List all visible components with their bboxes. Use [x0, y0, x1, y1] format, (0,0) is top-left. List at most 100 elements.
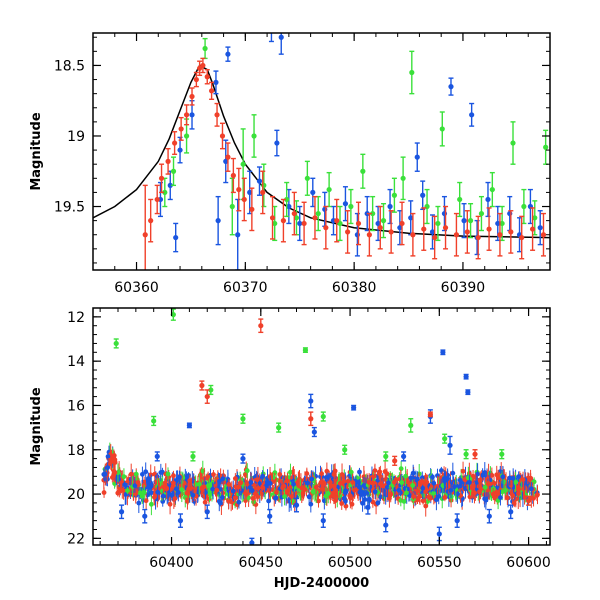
- band-point: [220, 476, 226, 482]
- band-point: [380, 483, 386, 489]
- data-point: [435, 220, 441, 227]
- data-point: [118, 509, 125, 515]
- data-point: [399, 220, 405, 227]
- band-point: [345, 478, 351, 484]
- data-point: [469, 112, 475, 118]
- band-point: [230, 488, 236, 494]
- band-point: [235, 484, 241, 490]
- data-point: [392, 458, 398, 464]
- band-point: [260, 473, 266, 479]
- band-point: [513, 479, 518, 485]
- data-point: [158, 175, 165, 181]
- data-point: [267, 513, 273, 519]
- y-tick-label: 12: [67, 310, 85, 326]
- data-point: [508, 509, 514, 515]
- data-point: [432, 234, 438, 241]
- data-point: [167, 182, 173, 188]
- y-tick-label: 19: [67, 129, 85, 145]
- data-point: [354, 232, 361, 238]
- band-point: [133, 489, 139, 494]
- band-point: [399, 480, 405, 485]
- data-point: [323, 225, 329, 231]
- band-point: [486, 481, 492, 487]
- band-point: [455, 491, 460, 497]
- band-point: [398, 466, 404, 472]
- data-point: [497, 232, 503, 238]
- band-point: [139, 493, 145, 499]
- band-point: [146, 476, 151, 481]
- data-point: [414, 154, 420, 160]
- band-point: [102, 471, 108, 477]
- band-point: [291, 481, 296, 487]
- data-point: [236, 186, 242, 193]
- data-point: [441, 210, 448, 217]
- data-point: [308, 398, 314, 404]
- data-point: [543, 144, 549, 150]
- band-point: [375, 500, 381, 506]
- band-point: [103, 477, 109, 483]
- band-point: [125, 488, 130, 494]
- data-point: [457, 196, 463, 203]
- band-point: [491, 480, 497, 486]
- data-point: [229, 203, 235, 210]
- data-point: [475, 234, 481, 241]
- data-point: [315, 210, 321, 217]
- data-point: [193, 76, 199, 83]
- band-point: [304, 471, 310, 476]
- data-point: [251, 133, 257, 139]
- band-point: [190, 492, 196, 498]
- band-point: [410, 470, 416, 476]
- band-point: [384, 471, 390, 477]
- band-point: [132, 483, 138, 489]
- data-point: [467, 218, 474, 224]
- band-point: [467, 480, 472, 485]
- data-point: [345, 229, 351, 235]
- data-point: [464, 229, 470, 235]
- band-point: [285, 478, 290, 484]
- data-point: [510, 140, 516, 146]
- data-point: [442, 225, 449, 231]
- band-point: [243, 472, 248, 478]
- data-point: [293, 215, 300, 221]
- data-point: [310, 189, 316, 196]
- band-point: [339, 501, 345, 506]
- band-point: [372, 489, 378, 495]
- band-point: [331, 472, 337, 478]
- data-point: [230, 172, 236, 179]
- band-point: [133, 471, 139, 477]
- data-point: [256, 178, 263, 184]
- data-point: [387, 203, 393, 210]
- data-point: [293, 502, 300, 508]
- data-point: [383, 453, 389, 460]
- series-0: [118, 349, 514, 545]
- band-point: [197, 472, 203, 478]
- data-point: [355, 220, 362, 227]
- band-point: [452, 484, 457, 490]
- data-point: [261, 182, 267, 188]
- bottom-panel: 60400 60450 60500 60550 60600 12 14 16 18 20 22 Ma…: [29, 307, 551, 591]
- band-point: [431, 480, 437, 486]
- bottom-y-axis-label: Magnitude: [29, 387, 44, 466]
- band-point: [109, 475, 115, 480]
- band-point: [309, 476, 315, 482]
- band-point: [255, 485, 261, 491]
- band-point: [167, 501, 173, 507]
- y-tick-label: 19.5: [54, 200, 85, 216]
- data-point: [151, 418, 157, 424]
- top-y-axis-label: Magnitude: [29, 112, 44, 191]
- data-point: [478, 210, 485, 217]
- band-point: [424, 479, 430, 485]
- data-point: [142, 232, 148, 238]
- band-point: [174, 486, 179, 492]
- band-point: [250, 495, 256, 501]
- band-point: [500, 474, 506, 480]
- band-point: [331, 483, 337, 489]
- band-point: [226, 481, 232, 487]
- band-point: [420, 485, 426, 491]
- band-point: [510, 475, 516, 481]
- series-2: [142, 57, 547, 270]
- bottom-x-axis-label: HJD-2400000: [274, 576, 369, 591]
- data-point: [204, 393, 210, 400]
- band-point: [155, 489, 161, 495]
- data-point: [199, 382, 205, 389]
